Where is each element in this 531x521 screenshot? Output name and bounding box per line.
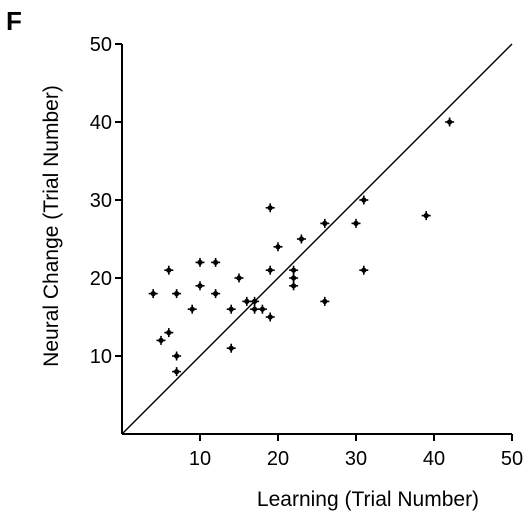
data-point [351, 218, 361, 228]
data-point [289, 281, 299, 291]
data-point [172, 289, 182, 299]
data-point [289, 273, 299, 283]
data-point [320, 296, 330, 306]
panel-letter: F [6, 6, 22, 36]
identity-line [121, 43, 513, 435]
x-axis-label: Learning (Trial Number) [257, 488, 479, 511]
data-point [257, 304, 267, 314]
data-point [296, 234, 306, 244]
y-tick-label: 30 [90, 190, 112, 212]
data-point [320, 218, 330, 228]
x-tick-label: 30 [345, 448, 367, 470]
data-point [289, 265, 299, 275]
data-point [445, 117, 455, 127]
x-tick-label: 10 [189, 448, 211, 470]
x-tick-label: 20 [267, 448, 289, 470]
data-point [250, 296, 260, 306]
y-ticks: 10 20 30 40 50 [90, 34, 122, 368]
x-ticks: 10 20 30 40 50 [189, 434, 523, 470]
data-point [226, 343, 236, 353]
data-point [265, 312, 275, 322]
x-tick-label: 50 [501, 448, 523, 470]
data-points [148, 117, 455, 377]
data-point [359, 195, 369, 205]
data-point [164, 328, 174, 338]
data-point [421, 211, 431, 221]
y-tick-label: 40 [90, 112, 112, 134]
data-point [211, 257, 221, 267]
y-tick-label: 20 [90, 268, 112, 290]
data-point [156, 335, 166, 345]
data-point [265, 203, 275, 213]
data-point [265, 265, 275, 275]
y-tick-label: 50 [90, 34, 112, 56]
data-point [250, 304, 260, 314]
data-point [242, 296, 252, 306]
y-axis-label: Neural Change (Trial Number) [40, 85, 63, 367]
data-point [211, 289, 221, 299]
data-point [273, 242, 283, 252]
data-point [172, 367, 182, 377]
data-point [226, 304, 236, 314]
data-point [195, 281, 205, 291]
data-point [195, 257, 205, 267]
data-point [187, 304, 197, 314]
data-point [148, 289, 158, 299]
data-point [164, 265, 174, 275]
y-tick-label: 10 [90, 346, 112, 368]
data-point [234, 273, 244, 283]
data-point [172, 351, 182, 361]
plot-area [121, 43, 513, 435]
x-tick-label: 40 [423, 448, 445, 470]
data-point [359, 265, 369, 275]
